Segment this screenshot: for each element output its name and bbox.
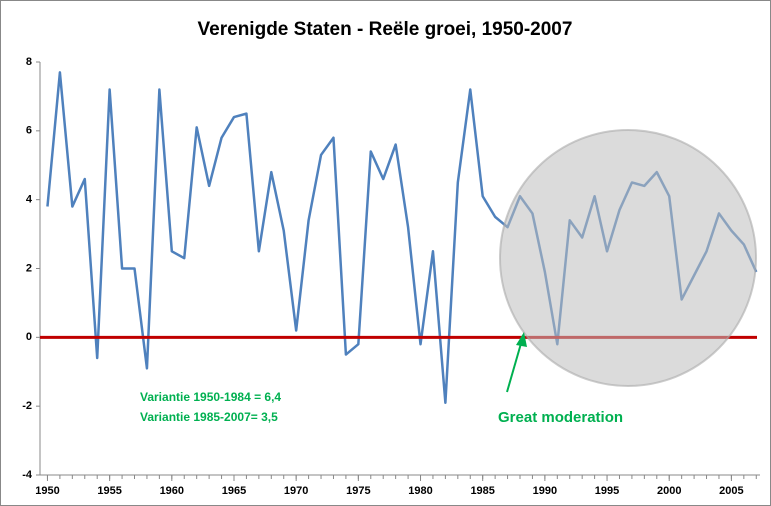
x-tick-label: 1975 bbox=[346, 485, 370, 497]
annotation: Variantie 1985-2007= 3,5 bbox=[140, 410, 278, 424]
x-tick-label: 1965 bbox=[222, 485, 246, 497]
x-tick-label: 1985 bbox=[470, 485, 494, 497]
arrow-shaft bbox=[506, 339, 523, 393]
x-tick-label: 1950 bbox=[35, 485, 59, 497]
y-tick-label: 6 bbox=[26, 125, 32, 137]
highlight-circle bbox=[499, 129, 757, 387]
x-tick-label: 1995 bbox=[595, 485, 619, 497]
arrow-head bbox=[516, 332, 527, 347]
x-tick-label: 2000 bbox=[657, 485, 681, 497]
x-tick-label: 1960 bbox=[160, 485, 184, 497]
annotation: Great moderation bbox=[498, 409, 623, 426]
x-tick-label: 2005 bbox=[719, 485, 743, 497]
chart-title: Verenigde Staten - Reële groei, 1950-200… bbox=[198, 19, 573, 40]
annotation: Variantie 1950-1984 = 6,4 bbox=[140, 390, 281, 404]
x-tick-label: 1955 bbox=[97, 485, 121, 497]
x-tick-label: 1970 bbox=[284, 485, 308, 497]
y-tick-label: -2 bbox=[22, 400, 32, 412]
x-tick-label: 1990 bbox=[533, 485, 557, 497]
x-tick-label: 1980 bbox=[408, 485, 432, 497]
y-tick-label: 8 bbox=[26, 56, 32, 68]
y-tick-label: 0 bbox=[26, 331, 32, 343]
y-tick-label: 4 bbox=[26, 194, 33, 206]
y-tick-label: -4 bbox=[22, 469, 33, 481]
y-tick-label: 2 bbox=[26, 262, 32, 274]
